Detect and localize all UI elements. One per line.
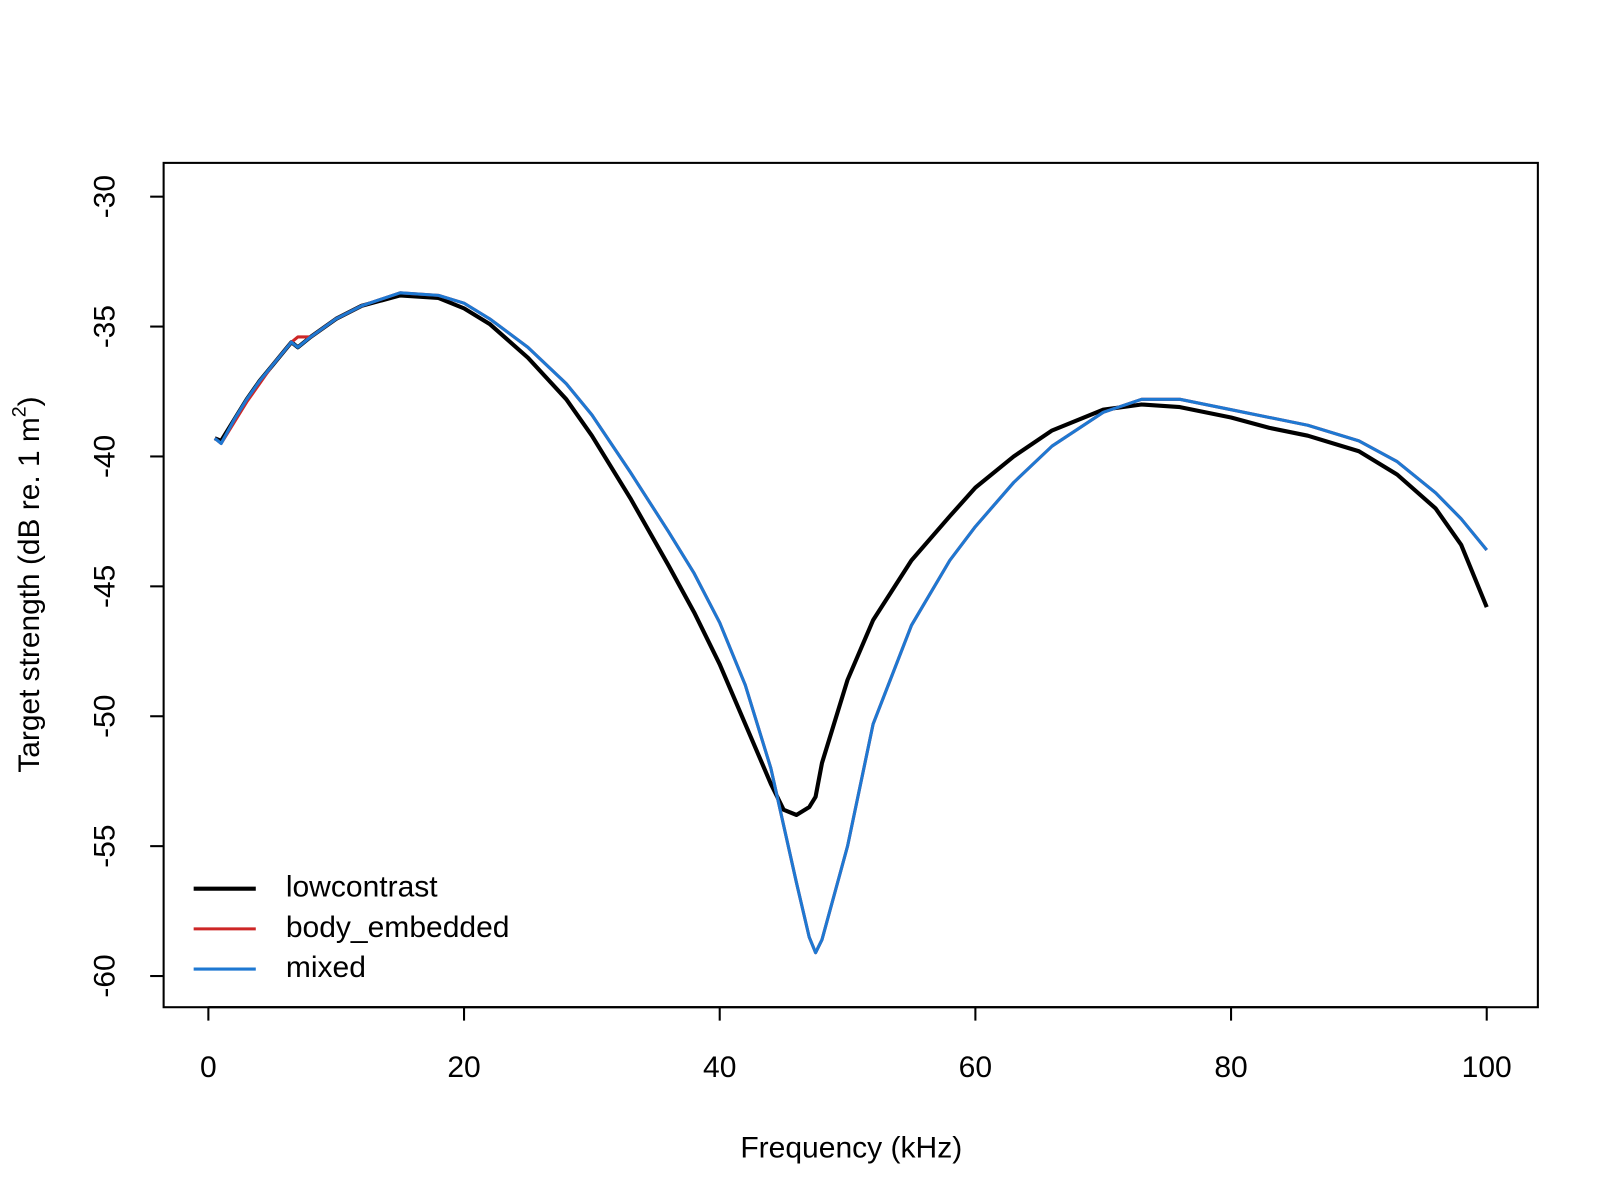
y-axis-label: Target strength (dB re. 1 m2) <box>9 396 46 772</box>
x-tick-label: 0 <box>200 1051 217 1084</box>
y-tick-label: -30 <box>89 175 122 218</box>
legend-label: mixed <box>286 951 366 984</box>
y-tick-label: -50 <box>89 695 122 738</box>
y-tick-label: -60 <box>89 954 122 997</box>
line-series <box>213 291 1488 955</box>
y-tick-label: -55 <box>89 825 122 868</box>
x-axis-label: Frequency (kHz) <box>740 1131 962 1164</box>
y-axis-label-suffix: ) <box>13 396 46 406</box>
x-tick-label: 20 <box>447 1051 480 1084</box>
y-tick-label: -40 <box>89 435 122 478</box>
y-axis-label-text: Target strength (dB re. 1 m <box>13 417 46 772</box>
y-tick-label: -45 <box>89 565 122 608</box>
y-tick-label: -35 <box>89 305 122 348</box>
legend-label: body_embedded <box>286 911 510 944</box>
x-tick-label: 80 <box>1214 1051 1247 1084</box>
legend-label: lowcontrast <box>286 871 439 904</box>
x-tick-label: 40 <box>703 1051 736 1084</box>
x-tick-label: 100 <box>1462 1051 1512 1084</box>
x-tick-label: 60 <box>959 1051 992 1084</box>
y-axis-label-superscript: 2 <box>9 406 31 417</box>
